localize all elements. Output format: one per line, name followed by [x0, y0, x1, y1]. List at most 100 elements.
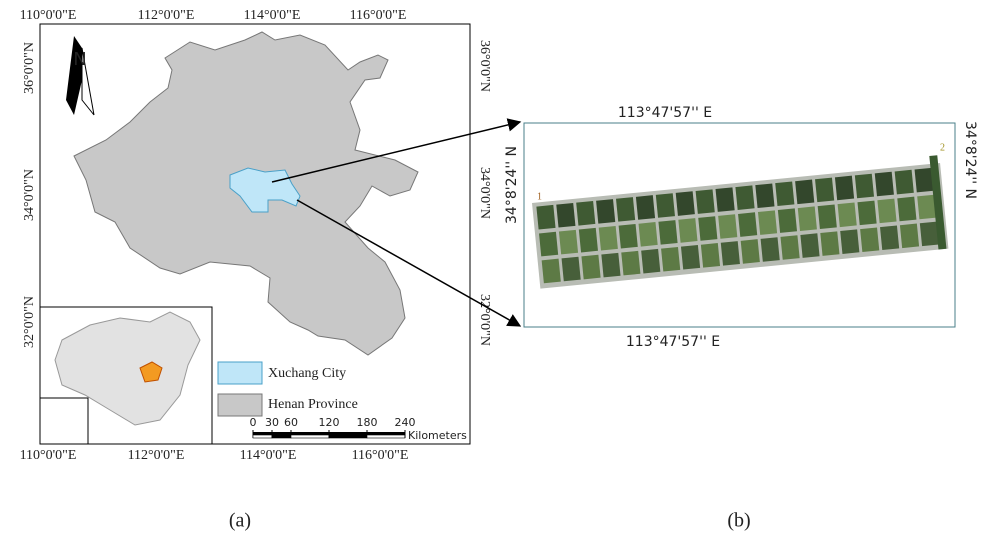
lon-label: 113°47'57'' E	[626, 334, 720, 350]
field-plot	[860, 227, 879, 252]
scale-unit: Kilometers	[408, 429, 467, 442]
lat-label: 32°0'0"N	[477, 294, 492, 346]
field-plot	[661, 247, 680, 272]
field-plot	[895, 170, 914, 195]
lat-label: 34°0'0"N	[477, 167, 492, 219]
legend-label: Henan Province	[268, 397, 358, 412]
field-plot	[599, 226, 618, 251]
field-plot	[855, 174, 874, 199]
field-plot	[897, 197, 916, 222]
field-plot	[701, 243, 720, 268]
field-plot	[616, 197, 635, 222]
lon-label: 114°0'0"E	[244, 8, 301, 23]
caption: (a)	[229, 510, 251, 532]
scale-segment	[329, 435, 367, 438]
scale-segment	[329, 432, 367, 435]
lon-label: 110°0'0"E	[20, 8, 77, 23]
scale-segment	[291, 432, 329, 435]
lon-label: 116°0'0"E	[352, 448, 409, 463]
field-plot	[840, 229, 859, 254]
field-plot	[758, 210, 777, 235]
scale-segment	[367, 435, 405, 438]
field-plot	[857, 201, 876, 226]
scale-segment	[253, 432, 272, 435]
north-label: N	[73, 49, 86, 70]
lon-label: 112°0'0"E	[138, 8, 195, 23]
legend-swatch	[218, 362, 262, 384]
caption: (b)	[727, 510, 750, 532]
scale-tick-label: 30	[265, 416, 279, 429]
legend-swatch	[218, 394, 262, 416]
field-plot	[741, 239, 760, 264]
lat-label: 34°8'24'' N	[962, 121, 978, 199]
lon-label: 112°0'0"E	[128, 448, 185, 463]
field-plot	[716, 187, 735, 212]
field-plot	[698, 216, 717, 241]
lon-label: 114°0'0"E	[240, 448, 297, 463]
field-plot	[656, 193, 675, 218]
field-plot	[539, 232, 558, 257]
scale-tick-label: 240	[395, 416, 416, 429]
lon-label: 113°47'57'' E	[618, 105, 712, 121]
field-plot	[639, 222, 658, 247]
scale-tick-label: 120	[319, 416, 340, 429]
lat-label: 34°0'0"N	[22, 169, 37, 221]
field-plot	[761, 237, 780, 262]
scale-segment	[367, 432, 405, 435]
field-plot	[681, 245, 700, 270]
field-plot	[678, 218, 697, 243]
field-plot	[877, 199, 896, 224]
marker-label: 1	[537, 191, 542, 202]
field-plot	[542, 259, 561, 284]
field-plot	[775, 182, 794, 207]
lat-label: 32°0'0"N	[22, 296, 37, 348]
field-plot	[559, 230, 578, 255]
field-plot	[579, 228, 598, 253]
field-plot	[778, 208, 797, 233]
lat-label: 36°0'0"N	[22, 42, 37, 94]
field-plot	[576, 201, 595, 226]
field-plot	[536, 205, 555, 230]
lon-label: 110°0'0"E	[20, 448, 77, 463]
field-plot	[658, 220, 677, 245]
field-plot	[718, 214, 737, 239]
field-plot	[900, 224, 919, 249]
field-plot	[619, 224, 638, 249]
field-plot	[641, 249, 660, 274]
marker-label: 2	[940, 142, 945, 153]
field-plot	[735, 185, 754, 210]
lat-label: 36°0'0"N	[477, 40, 492, 92]
scale-segment	[291, 435, 329, 438]
field-plot	[798, 206, 817, 231]
field-plot	[696, 189, 715, 214]
field-plot	[596, 199, 615, 224]
field-plot	[820, 231, 839, 256]
scale-segment	[272, 435, 291, 438]
field-plot	[818, 204, 837, 229]
field-plot	[815, 178, 834, 203]
field-plot	[676, 191, 695, 216]
field-plot	[636, 195, 655, 220]
field-plot	[800, 233, 819, 258]
field-plot	[838, 203, 857, 228]
field-plot	[835, 176, 854, 201]
scale-segment	[253, 435, 272, 438]
field-plot	[780, 235, 799, 260]
scale-tick-label: 180	[357, 416, 378, 429]
field-plot	[875, 172, 894, 197]
scale-segment	[272, 432, 291, 435]
scale-tick-label: 0	[250, 416, 257, 429]
field-plot	[738, 212, 757, 237]
field-plot	[562, 257, 581, 282]
scale-tick-label: 60	[284, 416, 298, 429]
field-plot	[581, 255, 600, 280]
field-plot	[795, 180, 814, 205]
field-plot	[755, 183, 774, 208]
legend-label: Xuchang City	[268, 366, 346, 381]
field-plot	[556, 203, 575, 228]
lon-label: 116°0'0"E	[350, 8, 407, 23]
field-plot	[601, 253, 620, 278]
lat-label: 34°8'24'' N	[504, 146, 520, 224]
figure: N 110°0'0"E 112°0'0"E 114°0'0"E 116°0'0"…	[0, 0, 981, 538]
field-plot	[621, 251, 640, 276]
